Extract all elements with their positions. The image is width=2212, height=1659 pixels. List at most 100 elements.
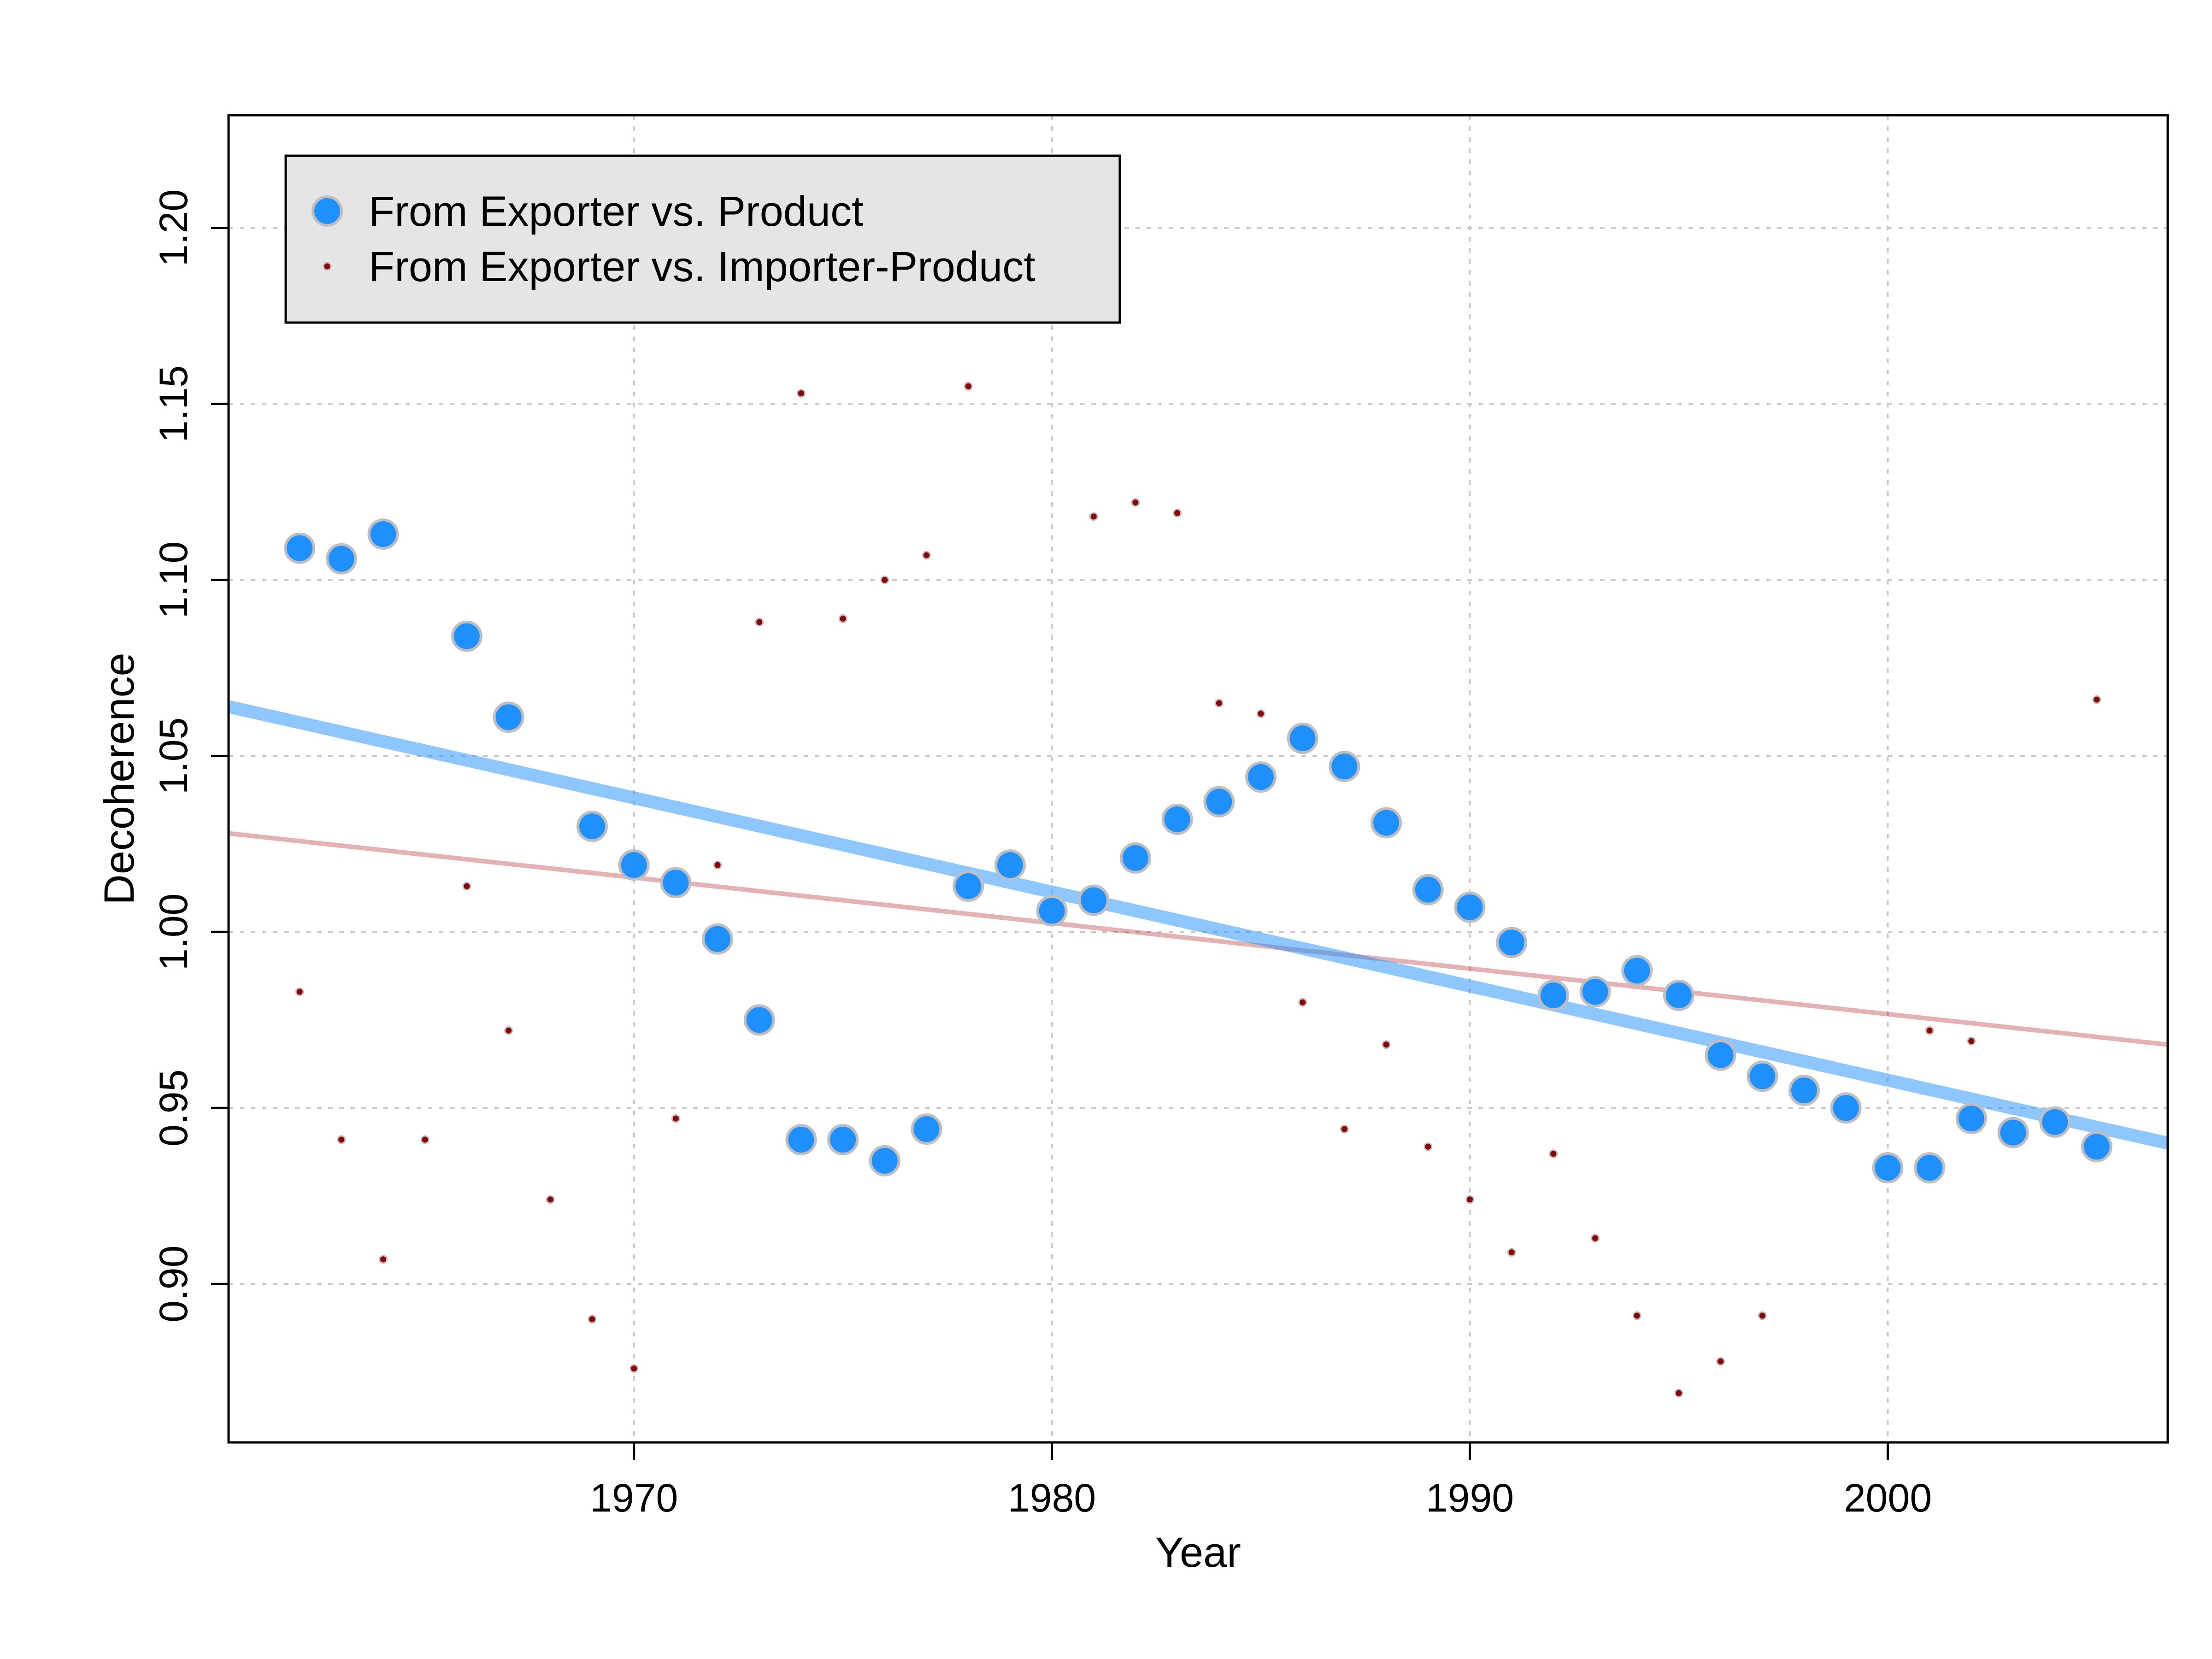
point-exporter-product bbox=[911, 1113, 942, 1145]
point-exporter-product bbox=[1663, 979, 1694, 1011]
point-exporter-importer-product bbox=[1465, 1195, 1474, 1204]
point-exporter-importer-product bbox=[504, 1026, 513, 1035]
trend-line-exporter-importer-product bbox=[228, 831, 2168, 1047]
point-exporter-product bbox=[953, 870, 984, 902]
y-tick-label: 1.10 bbox=[152, 541, 196, 618]
point-exporter-importer-product bbox=[1632, 1311, 1641, 1320]
point-exporter-importer-product bbox=[671, 1114, 680, 1123]
point-exporter-product bbox=[1412, 874, 1444, 906]
legend-label-exporter-product: From Exporter vs. Product bbox=[369, 188, 864, 235]
point-exporter-importer-product bbox=[1925, 1026, 1934, 1035]
point-exporter-product bbox=[1454, 891, 1486, 923]
point-exporter-importer-product bbox=[1131, 498, 1140, 507]
point-exporter-importer-product bbox=[295, 987, 304, 996]
point-exporter-importer-product bbox=[922, 551, 931, 560]
y-tick-label: 0.95 bbox=[152, 1070, 196, 1147]
point-exporter-product bbox=[743, 1004, 775, 1036]
point-exporter-importer-product bbox=[1591, 1234, 1600, 1243]
point-exporter-product bbox=[1245, 761, 1277, 793]
point-exporter-importer-product bbox=[546, 1195, 555, 1204]
point-exporter-product bbox=[1537, 979, 1569, 1011]
x-tick-label: 1970 bbox=[590, 1476, 678, 1520]
point-exporter-importer-product bbox=[838, 614, 847, 623]
point-exporter-importer-product bbox=[1549, 1149, 1558, 1159]
point-exporter-product bbox=[1705, 1039, 1736, 1071]
point-exporter-importer-product bbox=[629, 1364, 639, 1373]
point-exporter-importer-product bbox=[796, 389, 806, 398]
x-axis-title: Year bbox=[1155, 1529, 1241, 1576]
point-exporter-product bbox=[1579, 976, 1611, 1008]
data-points bbox=[284, 382, 2112, 1398]
legend: From Exporter vs. Product From Exporter … bbox=[284, 154, 1121, 324]
point-exporter-importer-product bbox=[713, 860, 722, 870]
point-exporter-importer-product bbox=[964, 382, 973, 391]
point-exporter-product bbox=[2081, 1131, 2112, 1163]
point-exporter-importer-product bbox=[337, 1135, 346, 1144]
point-exporter-importer-product bbox=[1716, 1357, 1725, 1366]
point-exporter-product bbox=[827, 1124, 859, 1156]
point-exporter-product bbox=[2039, 1106, 2071, 1138]
point-exporter-product bbox=[1788, 1075, 1820, 1106]
point-exporter-product bbox=[1955, 1103, 1987, 1135]
point-exporter-product bbox=[1203, 786, 1235, 818]
point-exporter-product bbox=[1036, 895, 1068, 927]
point-exporter-product bbox=[1872, 1152, 1904, 1184]
y-tick-label: 0.90 bbox=[152, 1246, 196, 1323]
point-exporter-importer-product bbox=[1256, 709, 1265, 718]
point-exporter-product bbox=[1371, 807, 1402, 839]
point-exporter-importer-product bbox=[1967, 1036, 1976, 1046]
y-axis-title: Decoherence bbox=[96, 653, 143, 905]
point-exporter-importer-product bbox=[1173, 508, 1182, 518]
y-tick-label: 1.05 bbox=[152, 718, 196, 794]
point-exporter-importer-product bbox=[1382, 1040, 1391, 1049]
point-exporter-importer-product bbox=[755, 618, 764, 627]
trend-line-exporter-product bbox=[227, 700, 2170, 1150]
x-tick-label: 2000 bbox=[1844, 1476, 1932, 1520]
point-exporter-importer-product bbox=[588, 1315, 597, 1324]
point-exporter-product bbox=[869, 1145, 900, 1177]
y-tick-label: 1.15 bbox=[152, 365, 196, 442]
point-exporter-importer-product bbox=[1340, 1124, 1349, 1134]
point-exporter-importer-product bbox=[1507, 1247, 1516, 1257]
point-exporter-product bbox=[451, 620, 482, 652]
point-exporter-product bbox=[1287, 723, 1318, 754]
point-exporter-importer-product bbox=[379, 1255, 388, 1264]
point-exporter-product bbox=[618, 849, 650, 881]
point-exporter-importer-product bbox=[462, 882, 471, 891]
point-exporter-product bbox=[1119, 842, 1151, 874]
point-exporter-product bbox=[702, 923, 734, 955]
y-tick-label: 1.00 bbox=[152, 894, 196, 971]
legend-box bbox=[284, 154, 1121, 324]
point-exporter-product bbox=[325, 543, 357, 575]
legend-marker-exporter-importer-product bbox=[323, 262, 332, 271]
point-exporter-importer-product bbox=[420, 1135, 429, 1144]
point-exporter-product bbox=[1161, 803, 1193, 835]
point-exporter-product bbox=[577, 811, 608, 842]
point-exporter-importer-product bbox=[880, 575, 889, 584]
point-exporter-importer-product bbox=[1674, 1388, 1683, 1398]
x-tick-label: 1990 bbox=[1426, 1476, 1514, 1520]
point-exporter-product bbox=[1078, 884, 1110, 916]
y-tick-label: 1.20 bbox=[152, 189, 196, 266]
point-exporter-importer-product bbox=[2092, 695, 2101, 704]
x-tick-label: 1980 bbox=[1008, 1476, 1096, 1520]
point-exporter-product bbox=[1830, 1092, 1862, 1124]
point-exporter-product bbox=[1914, 1152, 1946, 1184]
point-exporter-product bbox=[1621, 955, 1653, 987]
point-exporter-importer-product bbox=[1424, 1142, 1433, 1151]
axis-ticks: 1970 1980 1990 2000 0.90 0.95 1.00 1.05 1.10 1.15… bbox=[152, 189, 1932, 1520]
point-exporter-product bbox=[1997, 1117, 2029, 1148]
point-exporter-product bbox=[1329, 751, 1360, 782]
legend-marker-exporter-product bbox=[312, 195, 343, 227]
point-exporter-product bbox=[994, 849, 1026, 881]
point-exporter-importer-product bbox=[1214, 699, 1224, 708]
point-exporter-product bbox=[660, 867, 692, 899]
point-exporter-product bbox=[284, 532, 316, 564]
point-exporter-product bbox=[1747, 1060, 1778, 1092]
point-exporter-importer-product bbox=[1298, 998, 1307, 1007]
legend-label-exporter-importer-product: From Exporter vs. Importer-Product bbox=[369, 243, 1035, 290]
point-exporter-product bbox=[1496, 927, 1528, 959]
point-exporter-product bbox=[785, 1124, 817, 1156]
plot-frame bbox=[227, 114, 2169, 1444]
